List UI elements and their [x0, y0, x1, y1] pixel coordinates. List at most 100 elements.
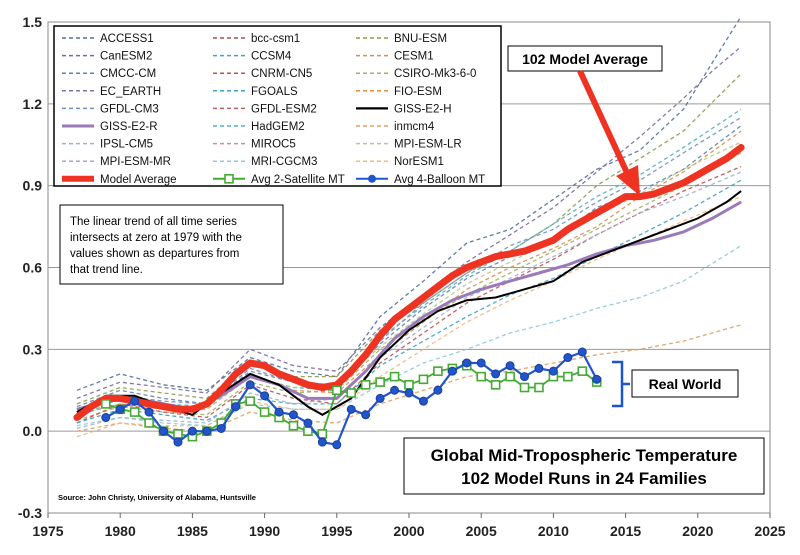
satellite-point: [288, 420, 299, 431]
legend-label: Avg 2-Satellite MT: [251, 174, 345, 186]
legend-label: GISS-E2-R: [100, 121, 158, 133]
legend-item-noresm1: NorESM1: [356, 156, 444, 168]
legend-label: Model Average: [100, 174, 177, 186]
legend-item-gfdl-esm2: GFDL-ESM2: [213, 103, 317, 115]
balloon-point: [231, 402, 241, 412]
balloon-point: [433, 385, 443, 395]
legend-box: [53, 25, 502, 187]
satellite-point: [259, 407, 270, 417]
x-tick-label: 1985: [177, 523, 208, 539]
balloon-point: [505, 361, 515, 371]
x-tick-label: 2005: [466, 523, 497, 539]
satellite-point: [245, 396, 255, 406]
balloon-point: [476, 358, 486, 368]
balloon-point: [245, 380, 255, 390]
chart-title: Global Mid-Tropospheric Temperature: [431, 446, 738, 465]
legend-label: FIO-ESM: [394, 86, 442, 98]
balloon-point: [187, 426, 197, 436]
legend-item-fgoals: FGOALS: [213, 86, 298, 98]
balloon-point: [288, 410, 298, 420]
balloon-point: [274, 407, 284, 417]
balloon-point: [202, 426, 212, 436]
model-runs: [76, 16, 742, 438]
legend-item-miroc5: MIROC5: [213, 139, 296, 151]
legend-label: HadGEM2: [251, 121, 305, 133]
legend-label: CNRM-CN5: [251, 68, 312, 80]
note-text: The linear trend of all time series inter…: [70, 216, 242, 276]
balloon-point: [361, 410, 371, 420]
series-line-bnu-esm: [76, 73, 742, 405]
satellite-point: [331, 385, 342, 396]
model-average-callout: 102 Model Average: [507, 45, 663, 196]
y-tick-label: 1.5: [23, 14, 43, 30]
legend-item-ccsm4: CCSM4: [213, 51, 292, 63]
balloon-point: [592, 374, 602, 384]
legend-item-avg-4-balloon-mt: Avg 4-Balloon MT: [356, 174, 485, 186]
balloon-point: [577, 347, 587, 357]
legend-label: ACCESS1: [100, 33, 154, 45]
series-line-fgoals: [76, 179, 742, 424]
legend-item-ec-earth: EC_EARTH: [62, 86, 161, 98]
balloon-point: [115, 404, 125, 414]
note-box: [59, 204, 284, 285]
x-tick-label: 2000: [393, 523, 424, 539]
balloon-point: [260, 391, 270, 401]
series-line-gfdl-cm3: [76, 116, 742, 413]
legend-label: Avg 4-Balloon MT: [394, 174, 485, 186]
legend-label: GFDL-CM3: [100, 103, 159, 115]
x-tick-label: 2015: [610, 523, 641, 539]
series-line-access1: [76, 16, 742, 391]
series-line-mpi-esm-lr: [76, 141, 742, 410]
balloon-point: [317, 437, 327, 447]
series-line-cnrm-cn5: [76, 166, 742, 424]
balloon-point: [130, 396, 140, 406]
series-line-hadgem2: [76, 108, 742, 419]
y-tick-label: 0.3: [23, 341, 43, 357]
series-line-ipsl-cm5: [76, 171, 742, 430]
balloon-point: [563, 353, 573, 363]
series-line-cesm1: [76, 130, 742, 416]
satellite-point: [129, 407, 140, 417]
legend-item-mpi-esm-mr: MPI-ESM-MR: [62, 156, 171, 168]
legend-label: CESM1: [394, 51, 434, 63]
legend-label: GFDL-ESM2: [251, 103, 317, 115]
y-tick-label: 0.0: [23, 423, 43, 439]
y-tick-label: -0.3: [18, 505, 42, 521]
y-tick-label: 0.9: [23, 178, 43, 194]
legend-label: MPI-ESM-MR: [100, 156, 171, 168]
balloon-point: [216, 423, 226, 433]
legend-item-ipsl-cm5: IPSL-CM5: [62, 139, 153, 151]
chart-subtitle: 102 Model Runs in 24 Families: [461, 469, 707, 488]
satellite-point: [476, 371, 487, 382]
legend-label: CanESM2: [100, 51, 152, 63]
balloon-point: [520, 372, 530, 382]
legend-item-avg-2-satellite-mt: Avg 2-Satellite MT: [213, 174, 345, 186]
source-text: Source: John Christy, University of Alab…: [58, 493, 256, 502]
axes: -0.3 0.0 0.3 0.6 0.9 1.2 1.5 1975 1980 1985 1990 19…: [18, 14, 786, 539]
legend-item-model-average: Model Average: [62, 174, 177, 186]
legend-label: CCSM4: [251, 51, 292, 63]
balloon-point: [173, 437, 183, 447]
satellite-point: [433, 366, 443, 376]
x-tick-label: 1990: [249, 523, 280, 539]
balloon-point: [548, 366, 558, 376]
x-tick-label: 1980: [105, 523, 136, 539]
legend-item-csiro-mk3-6-0: CSIRO-Mk3-6-0: [356, 68, 476, 80]
legend-label: BNU-ESM: [394, 33, 447, 45]
x-tick-label: 1995: [321, 523, 352, 539]
observations: [73, 144, 745, 450]
legend-label: bcc-csm1: [251, 33, 300, 45]
chart-legend: ACCESS1 bcc-csm1 BNU-ESM CanESM2 CCSM4 CESM1 C…: [53, 25, 502, 187]
legend-item-bnu-esm: BNU-ESM: [356, 33, 447, 45]
y-tick-label: 0.6: [23, 260, 43, 276]
legend-item-canesm2: CanESM2: [62, 51, 152, 63]
series-line-model-average: [73, 144, 745, 421]
legend-label: MRI-CGCM3: [251, 156, 317, 168]
callout-arrow: [577, 69, 640, 196]
legend-item-cmcc-cm: CMCC-CM: [62, 68, 156, 80]
real-world-callout: Real World: [612, 360, 739, 408]
real-world-box: [631, 369, 739, 398]
legend-item-inmcm4: inmcm4: [356, 121, 435, 133]
satellite-point: [346, 388, 357, 398]
balloon-point: [534, 363, 544, 373]
